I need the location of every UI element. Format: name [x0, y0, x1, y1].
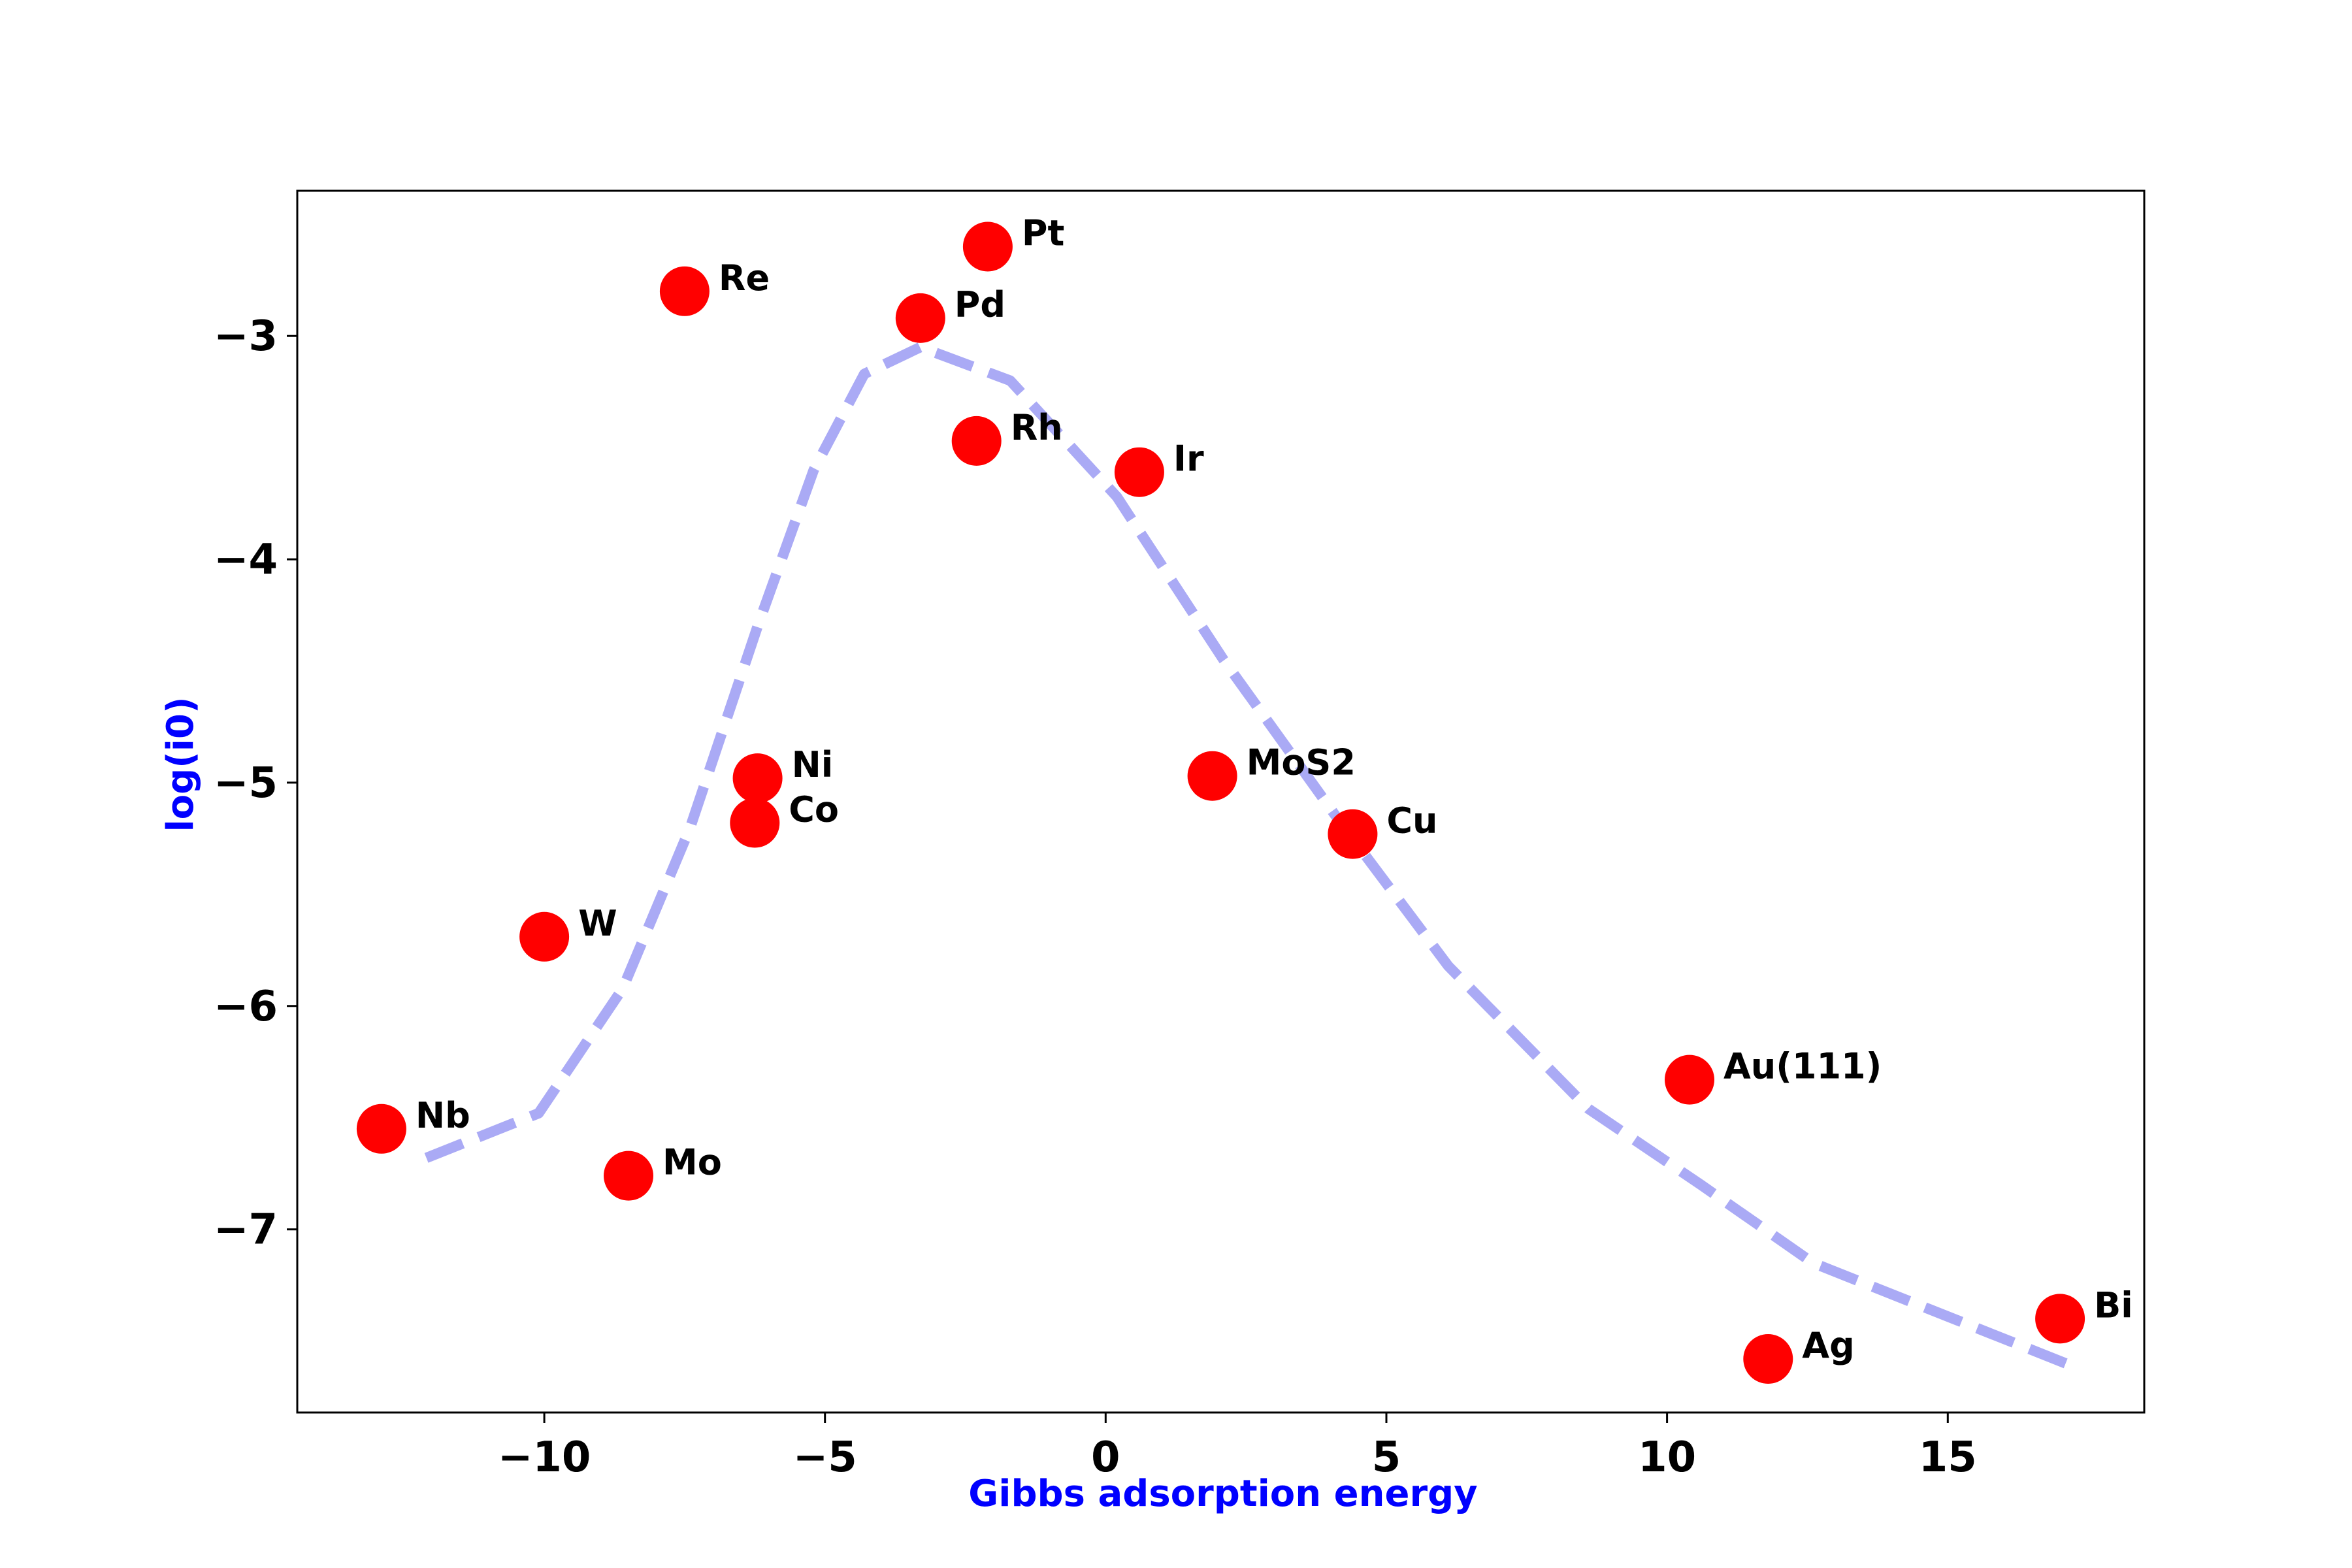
x-tick-label: 5: [1372, 1433, 1401, 1482]
data-point-label: MoS2: [1247, 742, 1356, 783]
data-point: [730, 798, 780, 848]
x-tick-label: 10: [1638, 1433, 1696, 1482]
data-point: [732, 753, 783, 804]
y-tick-label: −6: [214, 983, 278, 1031]
data-point-label: Cu: [1386, 800, 1437, 841]
data-point: [951, 416, 1002, 466]
data-point: [519, 911, 570, 962]
y-tick-label: −4: [214, 536, 278, 584]
x-tick-label: −5: [793, 1433, 857, 1482]
data-point-label: Au(111): [1723, 1046, 1882, 1087]
data-point: [1328, 809, 1378, 859]
data-point-label: Re: [719, 257, 770, 299]
data-point: [659, 266, 710, 316]
data-point: [604, 1151, 653, 1201]
plot-frame: [296, 189, 2146, 1414]
data-point-label: Pt: [1022, 213, 1064, 254]
x-tick-label: 0: [1091, 1433, 1120, 1482]
data-point: [1114, 447, 1164, 497]
points-layer: [356, 221, 2085, 1384]
data-point-label: Nb: [416, 1095, 470, 1136]
data-point-label: Mo: [662, 1142, 722, 1183]
y-tick-label: −7: [214, 1206, 278, 1254]
data-point: [1665, 1054, 1714, 1105]
data-point: [1187, 751, 1237, 801]
trend-curve-layer: [424, 342, 2068, 1369]
data-point: [895, 293, 945, 343]
data-point: [1743, 1334, 1793, 1384]
data-point-label: Pd: [955, 284, 1005, 325]
y-tick-label: −3: [214, 312, 278, 361]
data-point-label: Ni: [792, 744, 834, 785]
data-point-label: Bi: [2094, 1284, 2133, 1326]
trend-curve: [424, 342, 2068, 1369]
data-point: [356, 1103, 406, 1154]
data-point-label: Rh: [1011, 407, 1063, 448]
data-point-label: Ir: [1173, 438, 1204, 480]
x-axis-label: Gibbs adsorption energy: [968, 1473, 1477, 1515]
data-point: [962, 221, 1013, 272]
y-axis-label: log(i0): [159, 696, 202, 832]
y-tick-label: −5: [214, 759, 278, 808]
x-tick-label: −10: [498, 1433, 591, 1482]
data-point-label: Ag: [1802, 1325, 1854, 1366]
data-point-label: Co: [789, 789, 839, 830]
data-point: [2035, 1294, 2085, 1344]
axes-layer: −10 −5 0 5 10 15 −3 −4 −5 −6 −7: [214, 189, 2146, 1482]
data-point-label: W: [578, 903, 617, 944]
x-tick-label: 15: [1919, 1433, 1977, 1482]
